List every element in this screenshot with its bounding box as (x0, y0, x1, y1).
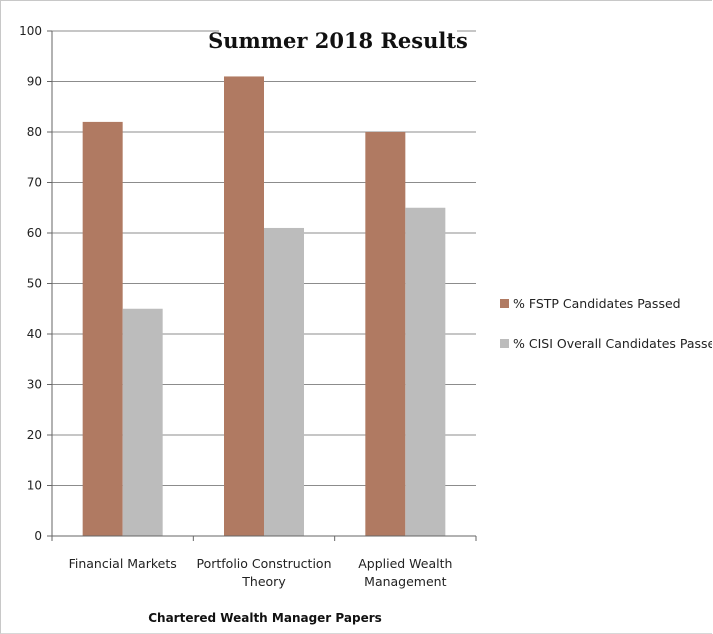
x-category-label: Portfolio Construction Theory (197, 556, 332, 589)
bar (264, 227, 304, 536)
bar (82, 121, 123, 537)
title-background (219, 19, 457, 59)
chart-title: Summer 2018 Results (208, 28, 468, 53)
x-category-labels: Financial Markets Portfolio Construction T… (69, 556, 453, 589)
y-tick-label: 90 (27, 75, 42, 89)
x-category-label: Financial Markets (69, 556, 177, 571)
y-tick-label: 100 (19, 24, 42, 38)
bar (122, 308, 163, 536)
category-label-line: Applied Wealth (358, 556, 452, 571)
y-tick-label: 30 (27, 378, 42, 392)
y-tick-label: 0 (34, 529, 42, 543)
y-tick-label: 60 (27, 226, 42, 240)
bar (365, 132, 406, 536)
y-tick-label: 20 (27, 428, 42, 442)
category-label-line: Management (364, 574, 446, 589)
category-label-line: Portfolio Construction (197, 556, 332, 571)
bars (82, 76, 446, 537)
y-tick-label: 70 (27, 176, 42, 190)
y-tick-label: 80 (27, 125, 42, 139)
y-tick-label: 40 (27, 327, 42, 341)
category-label-line: Theory (241, 574, 286, 589)
legend-label: % FSTP Candidates Passed (513, 296, 681, 311)
legend-swatch (500, 299, 509, 308)
legend-swatch (500, 339, 509, 348)
x-category-label: Applied Wealth Management (358, 556, 452, 589)
x-axis-label: Chartered Wealth Manager Papers (148, 611, 382, 625)
y-tick-label: 50 (27, 277, 42, 291)
legend-label: % CISI Overall Candidates Passed (513, 336, 712, 351)
y-tick-labels: 0 10 20 30 40 50 60 70 80 90 100 (19, 24, 42, 543)
axes (47, 30, 477, 541)
legend: % FSTP Candidates Passed % CISI Overall C… (500, 296, 712, 351)
category-label-line: Financial Markets (69, 556, 177, 571)
bar (405, 207, 446, 536)
bar (224, 76, 264, 536)
y-tick-label: 10 (27, 479, 42, 493)
